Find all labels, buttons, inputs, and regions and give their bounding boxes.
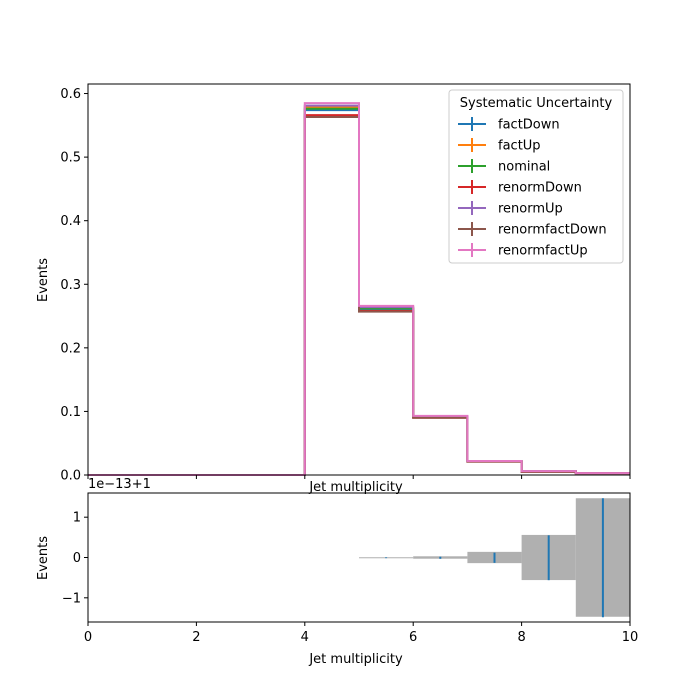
legend-label: nominal [498,160,550,175]
ratio-plot-area [359,498,630,618]
main-panel: 0.0 0.1 0.2 0.3 0.4 0.5 0.6 Events Jet multipl… [36,83,631,495]
ratio-x-tick-label: 0 [84,630,92,645]
legend-entry-nominal: nominal [458,159,550,175]
ratio-y-tick-label: 1 [73,511,81,526]
main-y-ticks: 0.0 0.1 0.2 0.3 0.4 0.5 0.6 [60,87,88,484]
ratio-x-tick-label: 2 [192,630,200,645]
legend: Systematic Uncertainty factDown factUp nom… [448,89,624,264]
main-y-axis-label: Events [36,258,51,302]
main-y-tick-label: 0.2 [60,341,81,356]
legend-box [448,89,624,264]
legend-entry-factUp: factUp [458,138,541,154]
ratio-y-tick-label: −1 [62,591,81,606]
ratio-x-ticks: 0 2 4 6 8 10 [84,622,638,645]
ratio-x-tick-label: 4 [301,630,309,645]
legend-label: renormfactUp [498,244,588,259]
main-x-axis-label: Jet multiplicity [308,480,403,495]
main-y-tick-label: 0.0 [60,469,81,484]
main-axes-frame [87,83,631,476]
ratio-y-tick-label: 0 [73,551,81,566]
legend-entry-renormfactDown: renormfactDown [458,222,607,238]
ratio-x-tick-label: 6 [409,630,417,645]
ratio-panel: −1 0 1 0 2 4 6 8 10 1e−13+1 Events Jet multipli… [36,477,638,667]
legend-label: factDown [498,118,560,133]
main-y-tick-label: 0.3 [60,278,81,293]
ratio-x-tick-label: 8 [517,630,525,645]
legend-label: factUp [498,139,541,154]
ratio-offset-label: 1e−13+1 [88,477,151,492]
main-y-tick-label: 0.4 [60,214,81,229]
legend-entry-renormDown: renormDown [458,180,582,196]
ratio-y-ticks: −1 0 1 [62,511,88,606]
main-y-tick-label: 0.1 [60,405,81,420]
legend-entries: factDown factUp nominal renormDown renormUp r… [458,117,607,259]
main-y-tick-label: 0.5 [60,151,81,166]
ratio-x-tick-label: 10 [622,630,639,645]
legend-label: renormfactDown [498,223,607,238]
legend-entry-factDown: factDown [458,117,560,133]
ratio-x-axis-label: Jet multiplicity [308,652,403,667]
main-x-ticks [87,475,631,479]
legend-label: renormUp [498,202,563,217]
main-y-tick-label: 0.6 [60,87,81,102]
legend-label: renormDown [498,181,582,196]
legend-entry-renormfactUp: renormfactUp [458,243,588,259]
legend-entry-renormUp: renormUp [458,201,563,217]
legend-title: Systematic Uncertainty [460,96,613,111]
ratio-y-axis-label: Events [36,536,51,580]
